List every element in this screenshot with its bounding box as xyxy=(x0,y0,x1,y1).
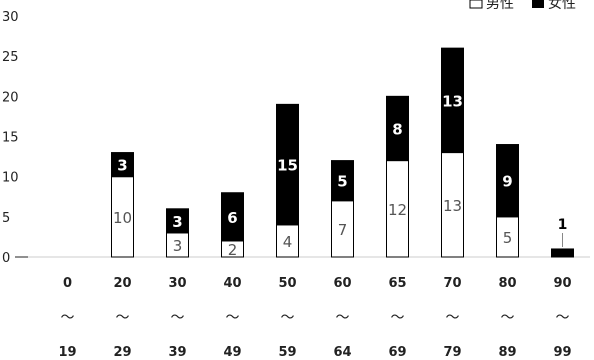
x-tick-label-end: 59 xyxy=(278,345,296,360)
data-label-female: 3 xyxy=(172,213,182,231)
data-label-female: 13 xyxy=(442,92,463,110)
x-tick-label-tilde: 〜 xyxy=(556,310,570,326)
x-tick-label-tilde: 〜 xyxy=(281,310,295,326)
bar-segment-female xyxy=(166,208,189,234)
bar-segment-female xyxy=(496,144,519,218)
x-tick-label-tilde: 〜 xyxy=(61,310,75,326)
x-tick-label-end: 69 xyxy=(388,345,406,360)
x-tick-label-end: 99 xyxy=(553,345,571,360)
bars-layer: 10 3 3 3 2 6 4 15 7 5 12 8 13 13 5 9 1 xyxy=(111,47,574,259)
x-tick-label-start: 0 xyxy=(63,276,72,291)
x-tick-label-end: 89 xyxy=(498,345,516,360)
legend-swatch-male xyxy=(469,0,483,9)
data-label-male: 2 xyxy=(228,241,238,259)
y-tick-label: 0 xyxy=(2,251,10,266)
x-tick-label-start: 90 xyxy=(553,276,571,291)
x-tick-label-tilde: 〜 xyxy=(501,310,515,326)
y-tick-label: 10 xyxy=(2,171,19,186)
x-tick-label-tilde: 〜 xyxy=(446,310,460,326)
bar-segment-female xyxy=(441,47,464,154)
data-label-male: 12 xyxy=(388,201,407,219)
x-tick-label-end: 29 xyxy=(113,345,131,360)
data-label-female: 6 xyxy=(227,209,237,227)
data-label-female: 3 xyxy=(117,157,127,175)
data-label-female: 8 xyxy=(392,120,402,138)
legend-label-male: 男性 xyxy=(486,0,514,12)
y-tick-label: 25 xyxy=(2,50,19,65)
legend-swatch-female xyxy=(532,0,544,8)
x-tick-label-end: 79 xyxy=(443,345,461,360)
data-label-male: 4 xyxy=(283,233,293,251)
x-tick-label-end: 39 xyxy=(168,345,186,360)
bar-segment-female xyxy=(386,95,409,162)
y-tick-label: 30 xyxy=(2,10,19,25)
bar-segment-female xyxy=(551,248,574,258)
bar-segment-female xyxy=(111,152,134,178)
data-label-female: 9 xyxy=(502,173,512,191)
data-label-female: 15 xyxy=(277,157,298,175)
x-tick-label-end: 49 xyxy=(223,345,241,360)
x-tick-label-start: 50 xyxy=(278,276,296,291)
data-label-male: 3 xyxy=(173,237,183,255)
legend-label-female: 女性 xyxy=(548,0,576,12)
data-label-female: 5 xyxy=(337,173,347,191)
y-tick-label: 20 xyxy=(2,90,19,105)
bar-segment-female xyxy=(276,103,299,226)
data-label-male: 5 xyxy=(503,229,513,247)
x-tick-label-start: 80 xyxy=(498,276,516,291)
x-axis-labels: 0 〜 19 20 〜 29 30 〜 39 40 〜 49 50 〜 59 60 〜 64 65 〜 69 70 〜 79 8… xyxy=(58,276,571,360)
x-tick-label-start: 30 xyxy=(168,276,186,291)
bar-segment-female xyxy=(331,160,354,202)
x-tick-label-tilde: 〜 xyxy=(171,310,185,326)
data-label-male: 10 xyxy=(113,209,132,227)
y-tick-label: 15 xyxy=(2,131,19,146)
x-tick-label-start: 40 xyxy=(223,276,241,291)
x-tick-label-tilde: 〜 xyxy=(391,310,405,326)
bar-segment-female xyxy=(221,192,244,242)
x-tick-label-start: 70 xyxy=(443,276,461,291)
x-tick-label-tilde: 〜 xyxy=(116,310,130,326)
x-tick-label-tilde: 〜 xyxy=(226,310,240,326)
y-axis: 0 5 10 15 20 25 30 xyxy=(2,10,19,266)
data-label-female: 1 xyxy=(558,217,568,233)
x-tick-label-start: 60 xyxy=(333,276,351,291)
x-tick-label-start: 20 xyxy=(113,276,131,291)
x-tick-label-end: 19 xyxy=(58,345,76,360)
x-tick-label-tilde: 〜 xyxy=(336,310,350,326)
x-tick-label-start: 65 xyxy=(388,276,406,291)
y-tick-label: 5 xyxy=(2,211,10,226)
legend: 男性 女性 xyxy=(469,0,576,12)
data-label-male: 13 xyxy=(443,197,462,215)
x-tick-label-end: 64 xyxy=(333,345,351,360)
data-label-male: 7 xyxy=(338,221,348,239)
